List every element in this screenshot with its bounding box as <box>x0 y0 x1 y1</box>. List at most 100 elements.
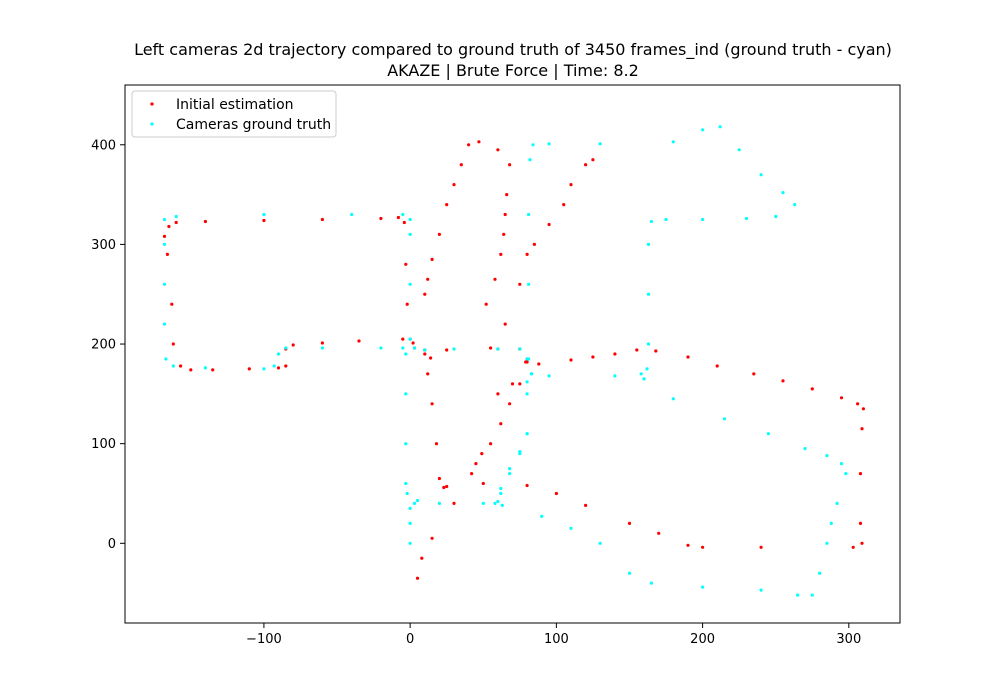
data-point <box>518 382 522 386</box>
data-point <box>171 364 175 368</box>
data-point <box>752 372 756 376</box>
data-point <box>803 447 807 451</box>
series-1 <box>162 125 848 597</box>
data-point <box>584 503 588 507</box>
data-point <box>839 396 844 400</box>
data-point <box>408 217 412 222</box>
data-point <box>527 282 531 286</box>
data-point <box>402 220 406 225</box>
data-point <box>540 514 544 519</box>
data-point <box>502 232 506 236</box>
data-point <box>211 368 215 372</box>
data-point <box>272 364 276 368</box>
data-point <box>499 252 503 256</box>
data-point <box>412 346 417 350</box>
chart-subtitle: AKAZE | Brute Force | Time: 8.2 <box>387 61 639 80</box>
data-point <box>531 143 535 147</box>
data-point <box>284 364 288 368</box>
data-point <box>508 402 512 406</box>
data-point <box>459 163 463 167</box>
data-point <box>437 232 441 236</box>
data-point <box>649 581 654 585</box>
data-point <box>793 203 797 207</box>
data-point <box>430 536 434 540</box>
data-point <box>851 545 855 549</box>
data-point <box>411 341 415 345</box>
data-point <box>437 476 441 481</box>
data-point <box>613 352 617 356</box>
data-point <box>562 203 566 207</box>
data-point <box>452 347 456 351</box>
data-point <box>320 341 324 345</box>
data-point <box>774 214 778 219</box>
data-point <box>262 367 266 371</box>
plot-frame <box>124 84 901 624</box>
data-point <box>379 346 383 350</box>
data-point <box>489 346 493 350</box>
data-point <box>170 302 174 306</box>
data-point <box>598 142 602 146</box>
data-point <box>701 128 705 132</box>
data-point <box>737 148 741 152</box>
data-point <box>445 484 449 489</box>
data-point <box>430 402 434 406</box>
data-point <box>496 499 500 504</box>
series-0 <box>162 140 866 580</box>
data-point <box>645 367 649 371</box>
data-point <box>162 234 167 238</box>
legend-box <box>131 90 337 138</box>
data-point <box>484 302 488 306</box>
x-tick-label: 200 <box>690 632 715 647</box>
ticks-layer: −100 0 100 200 300 0 100 200 300 400 <box>91 138 861 647</box>
data-point <box>320 346 324 350</box>
data-point <box>547 222 551 227</box>
data-point <box>759 173 763 177</box>
y-tick-label: 300 <box>91 238 116 253</box>
data-point <box>404 481 408 486</box>
data-point <box>500 503 504 507</box>
data-point <box>189 368 193 372</box>
data-point <box>481 501 485 505</box>
data-point <box>174 214 178 219</box>
data-point <box>408 282 412 286</box>
data-point <box>569 358 573 362</box>
data-point <box>408 232 412 236</box>
x-tick-label: 300 <box>836 632 861 647</box>
data-point <box>835 501 839 505</box>
data-point <box>162 282 167 286</box>
data-point <box>404 262 408 266</box>
data-point <box>262 212 266 217</box>
data-point <box>584 163 588 167</box>
data-point <box>496 148 500 152</box>
data-point <box>810 387 814 391</box>
data-point <box>401 337 405 341</box>
data-point <box>529 372 534 376</box>
data-point <box>415 498 420 503</box>
legend-label: Initial estimation <box>176 97 294 113</box>
data-point <box>405 302 409 306</box>
data-point <box>627 571 632 575</box>
data-point <box>481 481 485 486</box>
data-point <box>430 257 434 261</box>
data-point <box>404 352 408 356</box>
data-point <box>547 142 551 146</box>
data-point <box>423 348 427 352</box>
data-point <box>598 541 602 545</box>
legend: Initial estimation Cameras ground truth <box>131 90 337 138</box>
data-point <box>350 212 354 217</box>
data-point <box>477 140 481 144</box>
data-point <box>518 450 522 454</box>
legend-marker <box>150 122 154 126</box>
data-point <box>642 377 646 381</box>
data-point <box>164 357 168 361</box>
data-point <box>412 501 417 505</box>
data-point <box>646 292 651 296</box>
data-point <box>861 407 866 411</box>
data-point <box>467 143 471 147</box>
data-point <box>528 158 532 162</box>
data-point <box>844 472 848 476</box>
data-point <box>452 183 456 187</box>
data-point <box>262 218 266 223</box>
data-point <box>470 472 474 476</box>
data-point <box>408 337 412 341</box>
